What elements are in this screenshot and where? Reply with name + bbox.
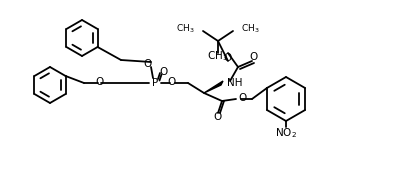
Text: O: O: [224, 53, 232, 63]
Text: NO$_2$: NO$_2$: [275, 126, 297, 140]
Text: O: O: [160, 67, 168, 77]
Text: O: O: [238, 93, 246, 103]
Text: CH$_3$: CH$_3$: [241, 23, 260, 35]
Text: CH$_3$: CH$_3$: [207, 49, 229, 63]
Text: P: P: [152, 78, 158, 88]
Polygon shape: [204, 81, 223, 93]
Text: CH$_3$: CH$_3$: [176, 23, 195, 35]
Text: O: O: [168, 77, 176, 87]
Text: NH: NH: [227, 78, 243, 88]
Text: O: O: [214, 112, 222, 122]
Text: O: O: [144, 59, 152, 69]
Text: O: O: [96, 77, 104, 87]
Text: O: O: [249, 52, 257, 62]
